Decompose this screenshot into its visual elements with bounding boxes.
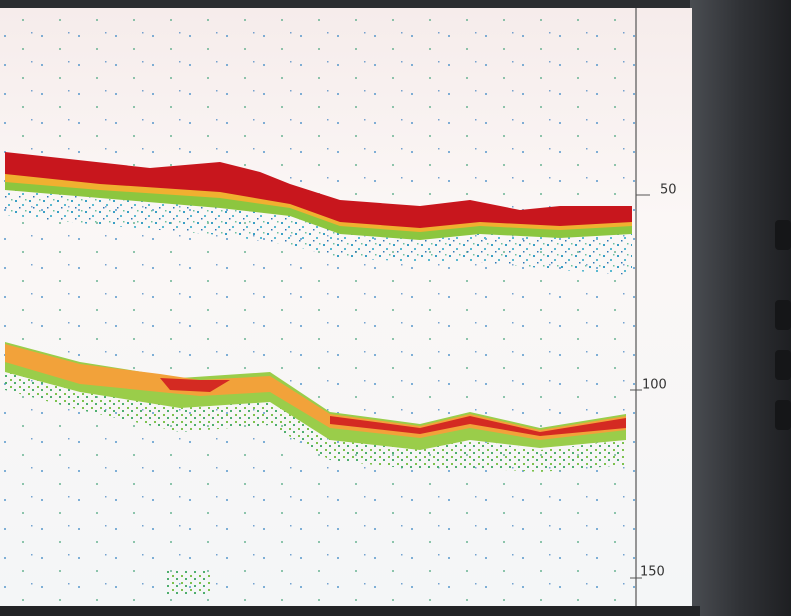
depth-label: 100 <box>642 378 667 393</box>
bezel-bottom <box>0 606 700 616</box>
page: 50 100 150 (() => { const data = JSON.pa… <box>0 0 791 616</box>
button <box>775 220 791 250</box>
noise-cluster <box>165 570 210 595</box>
button <box>775 400 791 430</box>
noise <box>0 8 636 608</box>
button <box>775 350 791 380</box>
depth-label: 150 <box>640 565 665 580</box>
screen-photo: 50 100 150 <box>0 0 791 616</box>
button <box>775 300 791 330</box>
depth-label: 50 <box>660 183 677 198</box>
